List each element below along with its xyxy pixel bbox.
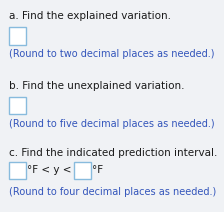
Text: a. Find the explained variation.: a. Find the explained variation. [9,11,171,21]
Text: (Round to four decimal places as needed.): (Round to four decimal places as needed.… [9,187,216,197]
Text: °F < y <: °F < y < [27,165,71,175]
FancyBboxPatch shape [74,162,91,179]
Text: (Round to five decimal places as needed.): (Round to five decimal places as needed.… [9,119,215,129]
FancyBboxPatch shape [9,162,26,179]
FancyBboxPatch shape [9,27,26,45]
Text: c. Find the indicated prediction interval.: c. Find the indicated prediction interva… [9,148,217,158]
FancyBboxPatch shape [9,97,26,114]
Text: °F: °F [92,165,103,175]
Text: b. Find the unexplained variation.: b. Find the unexplained variation. [9,81,184,91]
Text: (Round to two decimal places as needed.): (Round to two decimal places as needed.) [9,49,214,59]
